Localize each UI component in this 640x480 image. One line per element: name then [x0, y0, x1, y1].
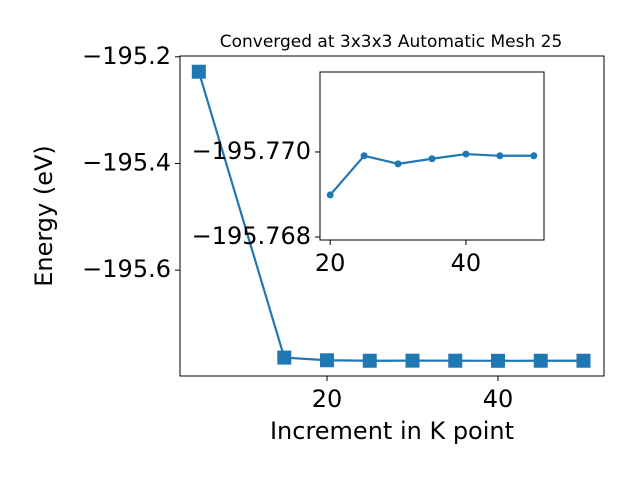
marker [491, 353, 505, 368]
y-tick-label: −195.770 [192, 137, 311, 165]
marker [277, 350, 292, 365]
marker [362, 353, 377, 368]
marker [360, 152, 368, 160]
chart-title: Converged at 3x3x3 Automatic Mesh 25 [220, 32, 563, 52]
marker [576, 353, 591, 368]
y-tick-label: −195.6 [82, 255, 171, 283]
marker [320, 353, 335, 368]
marker [496, 152, 504, 160]
marker [428, 155, 436, 163]
x-tick-label: 40 [483, 385, 514, 413]
x-axis-label: Increment in K point [270, 417, 514, 445]
x-tick-label: 40 [451, 249, 482, 277]
marker [530, 152, 538, 160]
marker [462, 150, 470, 158]
y-tick-label: −195.768 [192, 222, 311, 250]
marker [191, 64, 206, 79]
y-axis-label: Energy (eV) [30, 145, 58, 287]
marker [405, 353, 420, 368]
y-tick-label: −195.4 [82, 148, 171, 176]
marker [394, 160, 402, 168]
marker [533, 353, 548, 368]
x-tick-label: 20 [312, 385, 343, 413]
marker [326, 191, 334, 199]
y-tick-label: −195.2 [82, 42, 171, 70]
axes-frame [179, 55, 605, 377]
x-tick-label: 20 [315, 249, 346, 277]
marker [448, 353, 463, 368]
axes-frame [319, 71, 545, 241]
